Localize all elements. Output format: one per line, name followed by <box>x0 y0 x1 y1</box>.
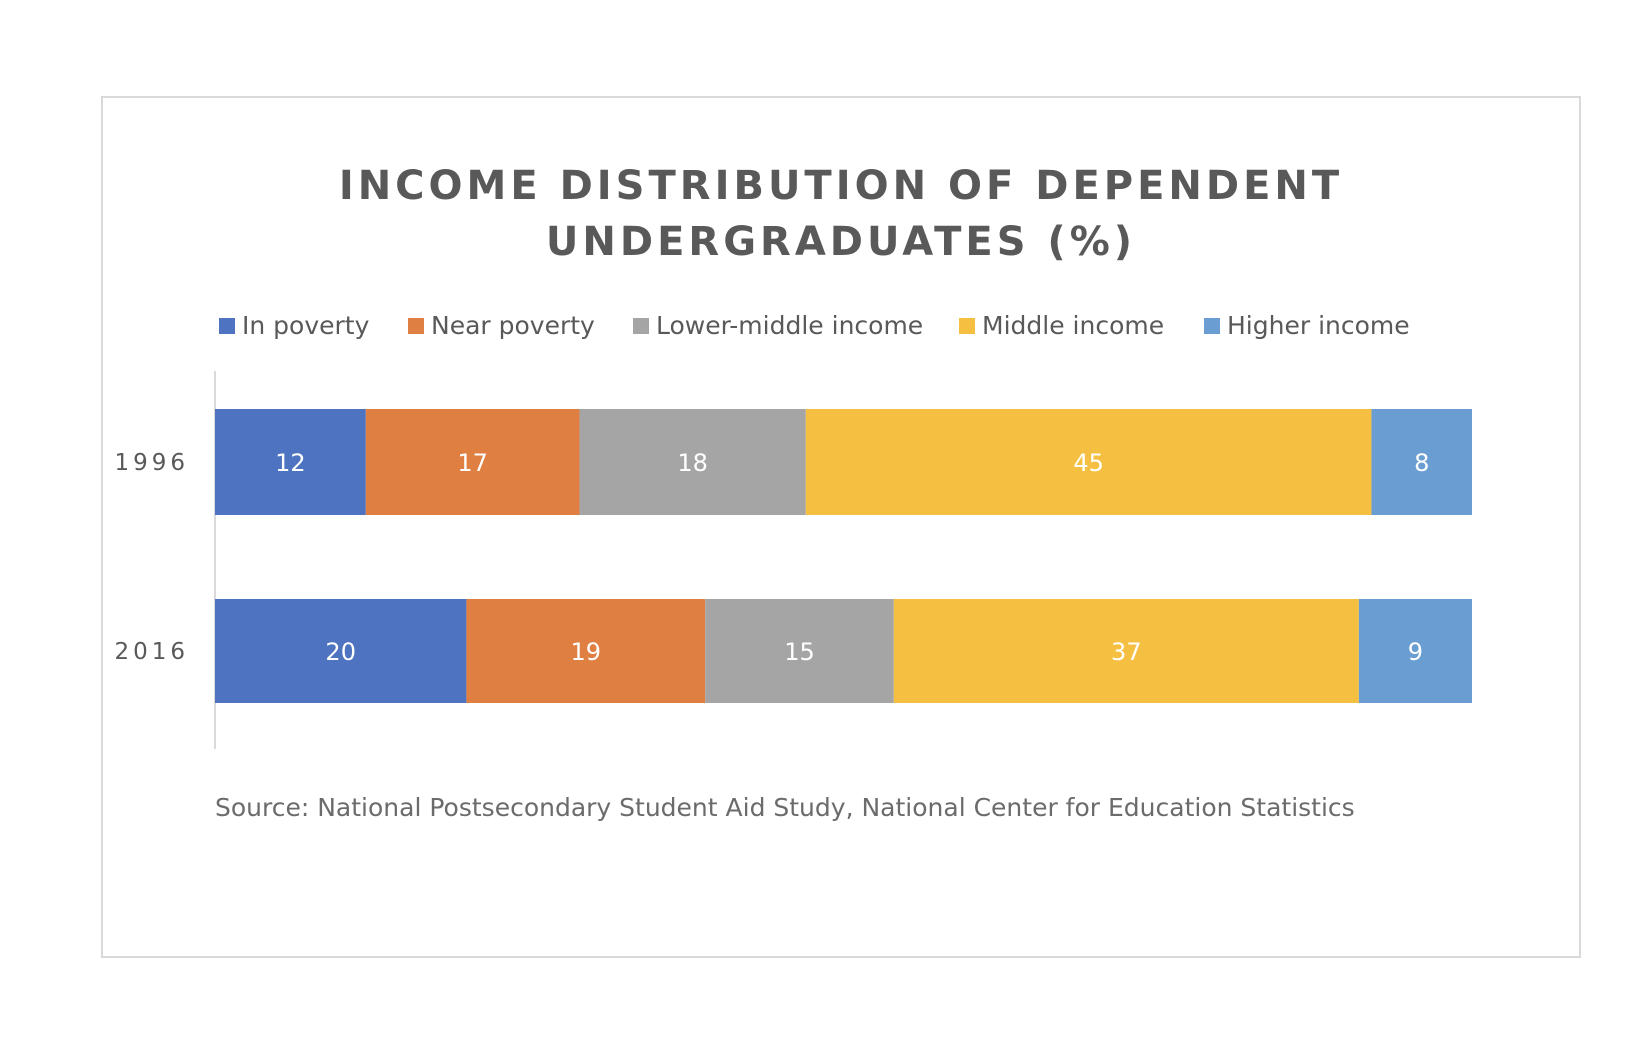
legend-swatch-lower-middle-income <box>633 318 649 334</box>
data-label-2016-in-poverty: 20 <box>325 638 356 666</box>
bar-2016-middle-income <box>893 599 1359 703</box>
data-label-1996-in-poverty: 12 <box>275 449 306 477</box>
bar-2016-near-poverty <box>466 599 706 703</box>
legend-label-near-poverty: Near poverty <box>431 311 595 340</box>
legend-swatch-middle-income <box>959 318 975 334</box>
chart-canvas: INCOME DISTRIBUTION OF DEPENDENT UNDERGR… <box>114 163 1472 822</box>
chart-source-note: Source: National Postsecondary Student A… <box>215 793 1355 822</box>
category-labels: 1996 2016 <box>114 450 189 665</box>
legend-label-lower-middle-income: Lower-middle income <box>656 311 923 340</box>
legend-swatch-in-poverty <box>219 318 235 334</box>
bar-1996-higher-income <box>1371 409 1472 515</box>
data-label-2016-near-poverty: 19 <box>571 638 602 666</box>
bar-1996-middle-income <box>805 409 1372 515</box>
category-label-2016: 2016 <box>114 639 189 665</box>
data-label-1996-middle-income: 45 <box>1073 449 1104 477</box>
chart-title-line-2: UNDERGRADUATES (%) <box>546 219 1136 265</box>
chart-frame: INCOME DISTRIBUTION OF DEPENDENT UNDERGR… <box>101 96 1581 958</box>
bar-1996-near-poverty <box>365 409 580 515</box>
bar-2016-lower-middle-income <box>705 599 894 703</box>
bar-1996-in-poverty <box>215 409 366 515</box>
data-label-2016-higher-income: 9 <box>1408 638 1423 666</box>
legend-swatch-higher-income <box>1204 318 1220 334</box>
bar-1996-lower-middle-income <box>579 409 806 515</box>
bar-2016-higher-income <box>1358 599 1472 703</box>
data-label-1996-near-poverty: 17 <box>457 449 488 477</box>
legend-swatch-near-poverty <box>408 318 424 334</box>
bar-2016-in-poverty <box>215 599 467 703</box>
data-label-2016-lower-middle-income: 15 <box>784 638 815 666</box>
data-label-1996-lower-middle-income: 18 <box>677 449 708 477</box>
category-label-1996: 1996 <box>114 450 189 476</box>
chart-legend: In poverty Near poverty Lower-middle incom… <box>219 311 1410 340</box>
chart-title-line-1: INCOME DISTRIBUTION OF DEPENDENT <box>339 163 1343 209</box>
data-label-2016-middle-income: 37 <box>1111 638 1142 666</box>
legend-label-middle-income: Middle income <box>982 311 1164 340</box>
legend-label-higher-income: Higher income <box>1227 311 1410 340</box>
chart-bars: 12 17 18 45 8 20 19 15 37 9 <box>215 409 1472 703</box>
data-label-1996-higher-income: 8 <box>1414 449 1429 477</box>
legend-label-in-poverty: In poverty <box>242 311 370 340</box>
